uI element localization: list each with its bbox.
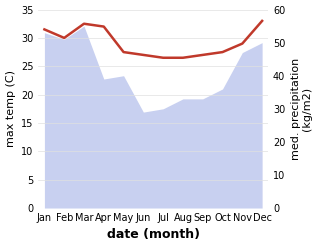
Y-axis label: med. precipitation
(kg/m2): med. precipitation (kg/m2) (291, 58, 313, 160)
X-axis label: date (month): date (month) (107, 228, 200, 242)
Y-axis label: max temp (C): max temp (C) (5, 70, 16, 147)
